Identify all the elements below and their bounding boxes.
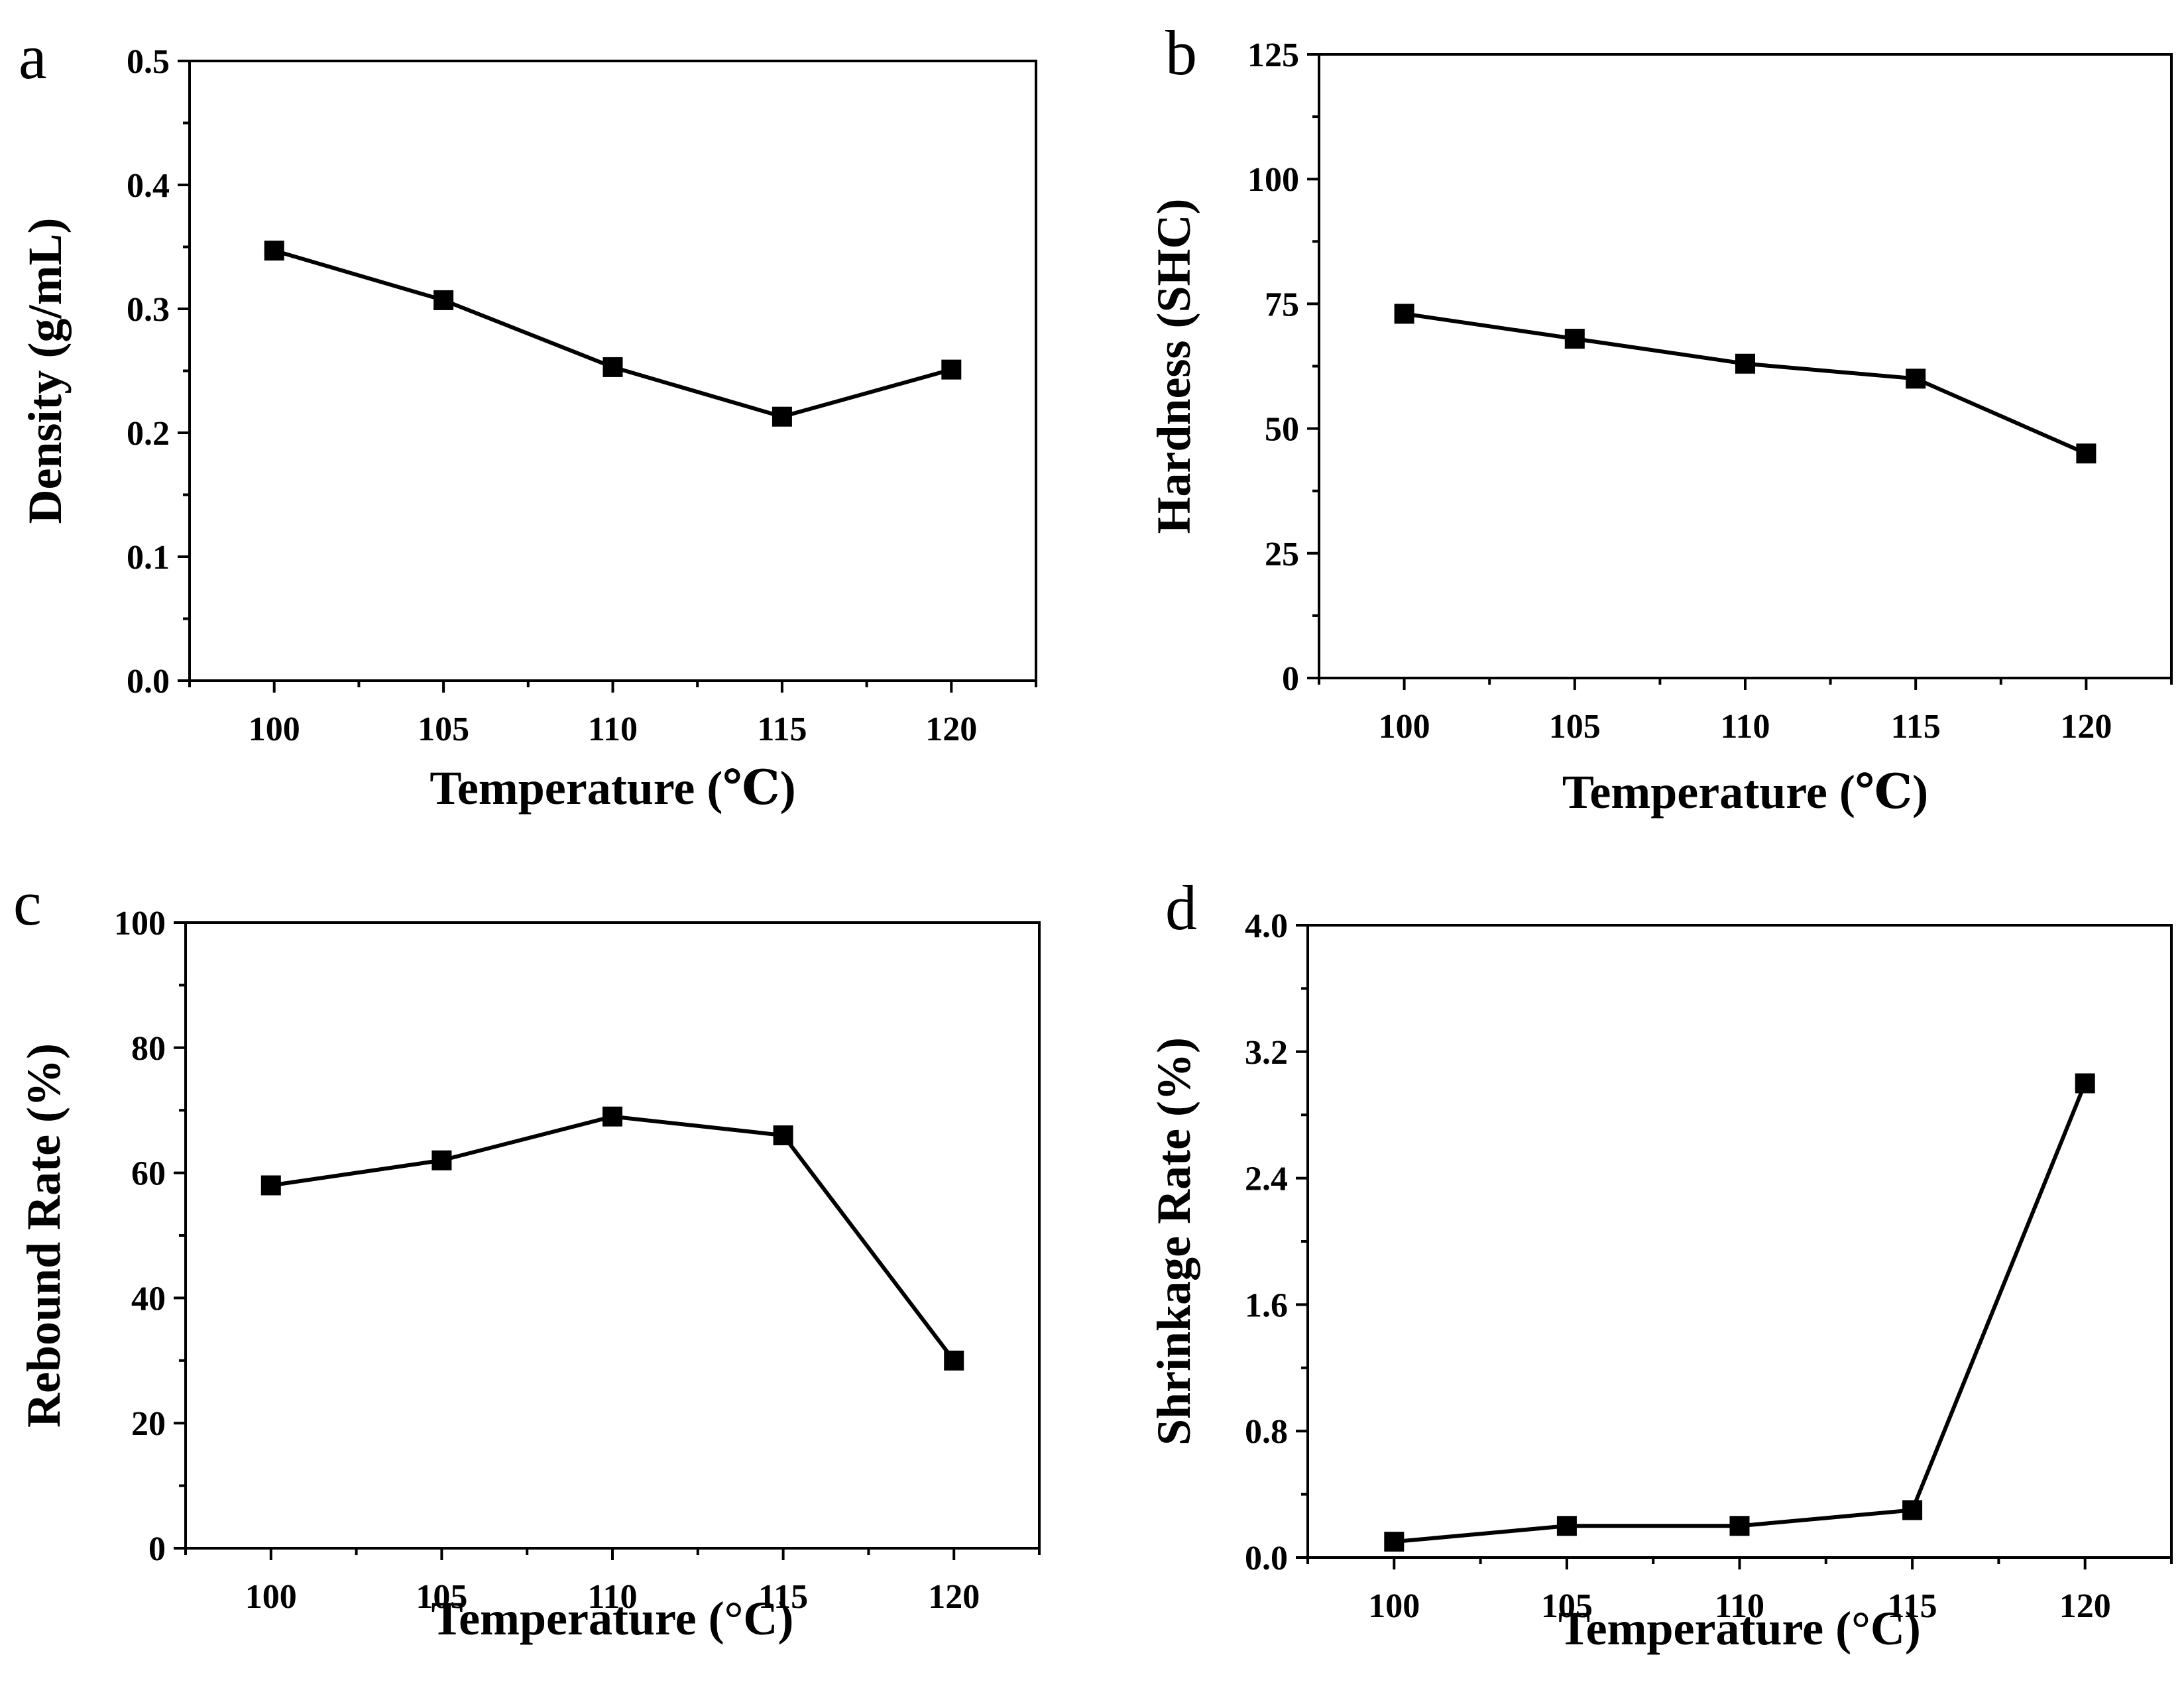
y-tick-label: 0.5 bbox=[127, 43, 170, 81]
x-tick-label: 105 bbox=[1549, 708, 1601, 746]
data-point bbox=[603, 357, 623, 377]
data-point bbox=[1384, 1532, 1405, 1552]
x-tick-label: 115 bbox=[757, 710, 807, 748]
panel-a: a 100 105 110 115 120 0.0 0.1 0.2 0.3 0.4 0.5 Temper… bbox=[19, 21, 1037, 815]
y-tick-label: 0.0 bbox=[127, 663, 170, 701]
data-point bbox=[2075, 1073, 2095, 1094]
y-tick-label: 0 bbox=[1282, 660, 1299, 698]
data-point bbox=[264, 241, 284, 261]
y-tick-label: 0.2 bbox=[127, 415, 170, 453]
y-tick-label: 2.4 bbox=[1245, 1161, 1288, 1198]
data-point bbox=[1902, 1500, 1923, 1520]
x-tick-label: 110 bbox=[1720, 708, 1770, 746]
y-tick-label: 100 bbox=[114, 905, 166, 942]
y-tick-label: 0.4 bbox=[127, 167, 170, 205]
x-tick-label: 120 bbox=[2060, 708, 2112, 746]
data-point bbox=[260, 1175, 281, 1196]
x-tick-label: 110 bbox=[1715, 1587, 1764, 1625]
y-tick-label: 75 bbox=[1265, 286, 1299, 323]
x-tick-label: 105 bbox=[418, 710, 469, 748]
panel-b: b 100 105 110 115 120 0 25 50 75 100 125 Temperature… bbox=[1147, 17, 2173, 819]
panel-letter: a bbox=[19, 21, 47, 92]
data-point bbox=[433, 290, 454, 310]
x-tick-label: 120 bbox=[2059, 1587, 2111, 1625]
data-point bbox=[1564, 329, 1585, 349]
data-point bbox=[2076, 443, 2097, 464]
x-tick-label: 105 bbox=[416, 1578, 467, 1616]
y-tick-label: 50 bbox=[1265, 411, 1299, 449]
y-tick-label: 20 bbox=[131, 1405, 166, 1443]
x-tick-label: 110 bbox=[588, 710, 638, 748]
y-tick-label: 0.8 bbox=[1245, 1413, 1288, 1451]
data-point bbox=[944, 1350, 964, 1371]
y-axis-title: Rebound Rate (%) bbox=[17, 1043, 70, 1428]
y-tick-label: 3.2 bbox=[1245, 1034, 1288, 1072]
panel-letter: d bbox=[1165, 872, 1197, 943]
x-tick-label: 110 bbox=[587, 1578, 637, 1616]
y-axis-title: Density (g/mL) bbox=[19, 218, 72, 524]
data-point bbox=[1906, 369, 1926, 389]
panel-c: c 100 105 110 115 120 0 20 40 60 80 100 Temperature … bbox=[13, 868, 1041, 1645]
y-tick-label: 0.3 bbox=[127, 291, 170, 329]
data-point bbox=[603, 1106, 622, 1127]
x-tick-label: 100 bbox=[1368, 1587, 1420, 1625]
y-axis-title: Shrinkage Rate (%) bbox=[1147, 1037, 1200, 1446]
y-tick-label: 1.6 bbox=[1245, 1286, 1288, 1324]
y-tick-label: 100 bbox=[1247, 161, 1299, 199]
x-tick-label: 105 bbox=[1541, 1587, 1593, 1625]
x-tick-label: 115 bbox=[1888, 1587, 1937, 1625]
x-tick-label: 120 bbox=[928, 1578, 980, 1616]
y-tick-label: 60 bbox=[131, 1155, 166, 1193]
data-point bbox=[772, 406, 792, 427]
y-tick-label: 4.0 bbox=[1245, 907, 1288, 945]
data-point bbox=[1729, 1516, 1750, 1536]
y-tick-label: 0 bbox=[148, 1530, 166, 1568]
x-tick-label: 120 bbox=[925, 710, 977, 748]
data-point bbox=[1556, 1516, 1577, 1536]
y-tick-label: 0.1 bbox=[127, 539, 170, 577]
y-tick-label: 40 bbox=[131, 1280, 166, 1318]
x-tick-label: 100 bbox=[249, 710, 300, 748]
x-tick-label: 115 bbox=[758, 1578, 808, 1616]
y-tick-label: 25 bbox=[1265, 536, 1299, 573]
data-point bbox=[431, 1150, 452, 1170]
x-axis-title: Temperature (℃) bbox=[430, 762, 795, 815]
x-axis-title: Temperature (°C) bbox=[1558, 1602, 1921, 1655]
panel-d: d 100 105 110 115 120 0.0 0.8 1.6 2.4 3.2 4.0 Temper… bbox=[1147, 872, 2173, 1655]
panel-letter: c bbox=[13, 868, 42, 938]
x-tick-label: 115 bbox=[1891, 708, 1941, 746]
x-tick-label: 100 bbox=[245, 1578, 297, 1616]
data-point bbox=[1394, 304, 1414, 324]
data-point bbox=[941, 359, 962, 380]
data-point bbox=[773, 1125, 793, 1145]
x-axis-title: Temperature (°C) bbox=[431, 1592, 794, 1645]
y-tick-label: 125 bbox=[1247, 36, 1299, 74]
y-tick-label: 80 bbox=[131, 1030, 166, 1068]
data-point bbox=[1735, 353, 1755, 374]
x-axis-title: Temperature (℃) bbox=[1562, 766, 1928, 819]
y-tick-label: 0.0 bbox=[1245, 1540, 1288, 1577]
panel-letter: b bbox=[1165, 17, 1197, 88]
x-tick-label: 100 bbox=[1379, 708, 1430, 746]
y-axis-title: Hardness (SHC) bbox=[1147, 198, 1200, 534]
